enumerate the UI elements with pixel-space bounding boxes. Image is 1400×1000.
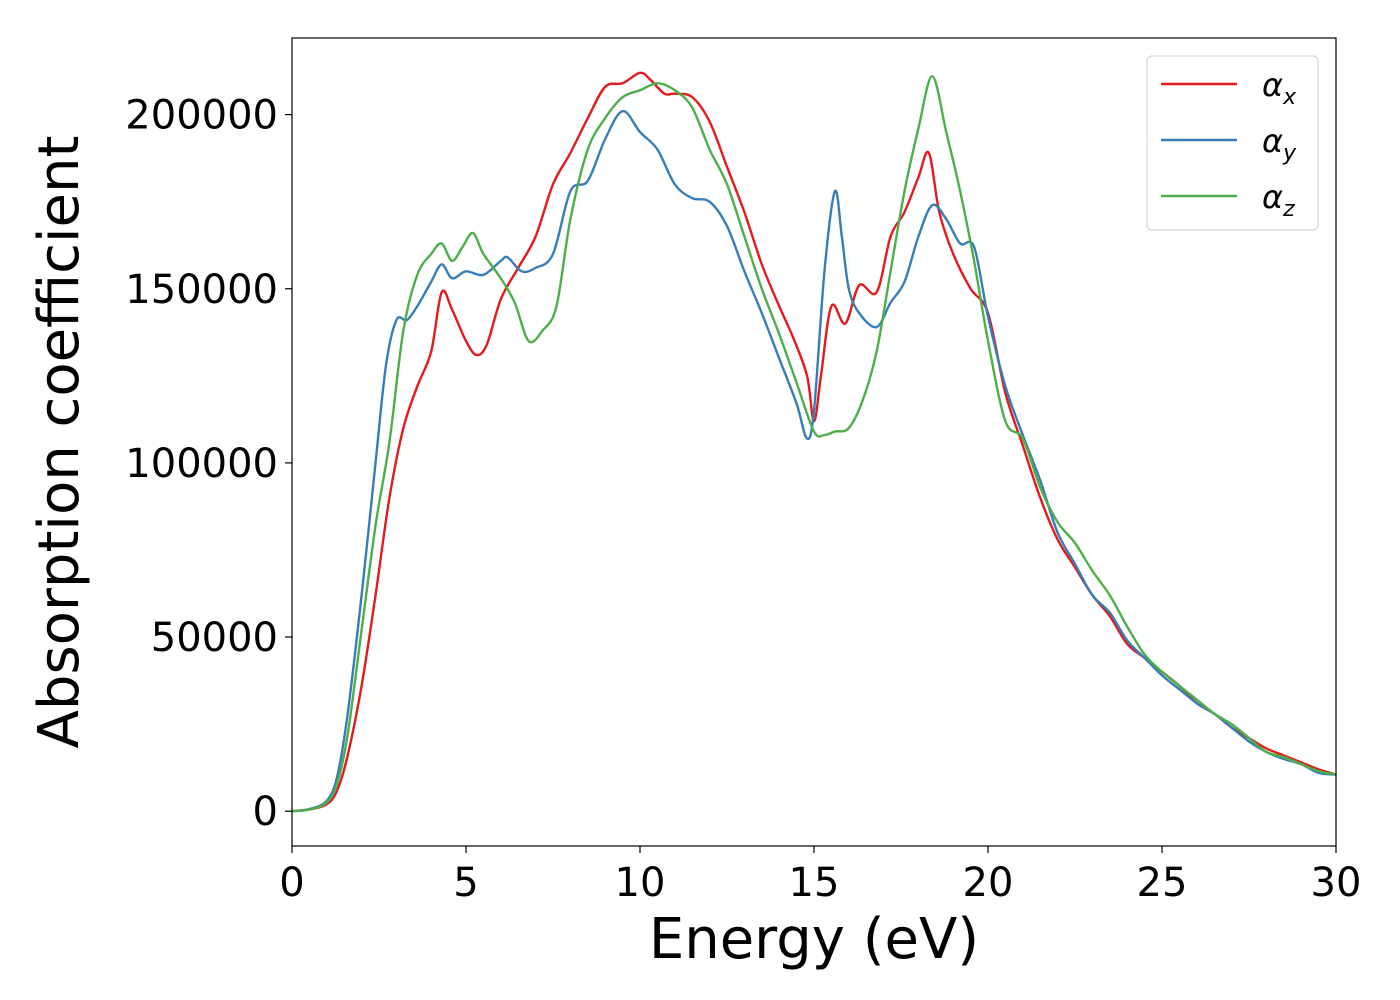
y-tick-label: 0 [253,789,278,835]
x-tick-label: 30 [1311,860,1362,906]
x-tick-label: 10 [615,860,666,906]
legend-label-x: αx [1262,66,1297,110]
legend-label-y: αy [1262,122,1297,166]
series-line-y [291,109,1337,813]
y-tick-label: 50000 [151,615,278,661]
y-axis: 0 50000 100000 150000 200000 [125,93,292,835]
x-tick-label: 0 [279,860,304,906]
y-tick-label: 150000 [125,267,278,313]
x-tick-label: 15 [789,860,840,906]
x-tick-label: 25 [1137,860,1188,906]
series-line-x [291,71,1337,813]
legend-label-z: αz [1262,178,1295,222]
x-axis-title: Energy (eV) [649,907,979,972]
y-axis-title: Absorption coefficient [27,136,92,749]
x-tick-label: 5 [453,860,478,906]
y-tick-label: 200000 [125,93,278,139]
series-line-z [291,75,1337,813]
x-axis: 0 5 10 15 20 25 30 [279,846,1361,906]
y-tick-label: 100000 [125,441,278,487]
legend: αx αy αz [1146,55,1319,231]
legend-box [1146,55,1319,231]
x-tick-label: 20 [963,860,1014,906]
series-layer [291,71,1337,813]
